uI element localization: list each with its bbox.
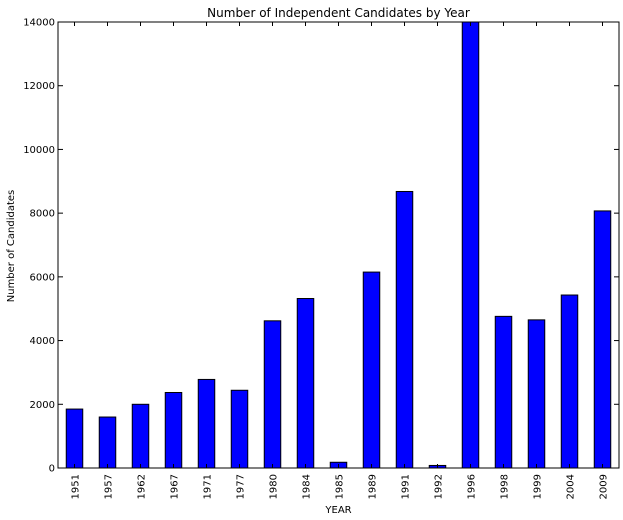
chart-title: Number of Independent Candidates by Year: [207, 6, 470, 20]
x-tick-label: 1991: [401, 474, 412, 499]
bar-1977: [230, 389, 249, 469]
bars-layer: [65, 21, 612, 469]
x-tick-label: 2009: [599, 474, 610, 499]
y-tick-label: 6000: [30, 272, 55, 283]
x-tick-label: 1999: [533, 474, 544, 499]
x-tick-label: 1996: [467, 474, 478, 499]
x-tick-label: 1985: [335, 474, 346, 499]
y-axis-label: Number of Candidates: [6, 190, 17, 303]
x-tick-label: 1971: [203, 474, 214, 499]
bar-1962: [131, 403, 150, 469]
bar-2009: [593, 210, 612, 469]
x-tick-label: 1967: [170, 474, 181, 499]
y-tick-label: 10000: [23, 145, 55, 156]
bar-1967: [164, 391, 183, 469]
bar-1980: [263, 320, 282, 469]
x-tick-label: 1992: [434, 474, 445, 499]
bar-1971: [197, 378, 216, 469]
y-tick-label: 2000: [30, 400, 55, 411]
x-tick-label: 1980: [269, 474, 280, 499]
y-tick-label: 0: [49, 464, 55, 475]
bar-1957: [98, 416, 117, 469]
bar-1989: [362, 271, 381, 469]
bar-1999: [527, 319, 546, 469]
y-tick-label: 8000: [30, 209, 55, 220]
x-tick-label: 1998: [500, 474, 511, 499]
x-tick-label: 1951: [71, 474, 82, 499]
x-tick-label: 2004: [566, 474, 577, 499]
y-tick-label: 4000: [30, 336, 55, 347]
bar-1984: [296, 298, 315, 469]
bar-2004: [560, 294, 579, 469]
bar-1998: [494, 315, 513, 469]
x-axis-label: YEAR: [324, 505, 351, 516]
bar-1991: [395, 190, 414, 469]
x-tick-label: 1957: [104, 474, 115, 499]
x-tick-label: 1962: [137, 474, 148, 499]
x-tick-label: 1989: [368, 474, 379, 499]
bar-1996: [461, 21, 480, 469]
x-tick-label: 1977: [236, 474, 247, 499]
y-tick-label: 12000: [23, 81, 55, 92]
y-tick-label: 14000: [23, 18, 55, 29]
bar-1951: [65, 408, 84, 469]
ticks-layer: 1951 1957 1962 1967 1971 1977 1980 1984 1985 1989…: [23, 18, 619, 499]
x-tick-label: 1984: [302, 474, 313, 499]
